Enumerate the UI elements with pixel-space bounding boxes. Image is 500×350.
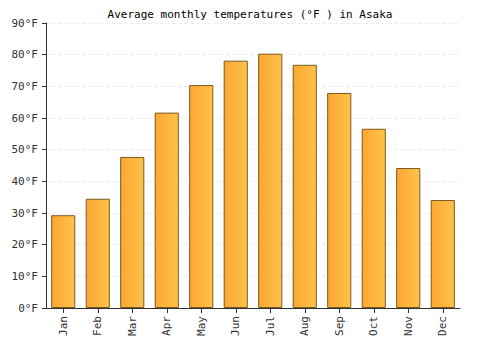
svg-text:Feb: Feb [91,316,104,336]
svg-text:Sep: Sep [333,316,346,336]
svg-text:Apr: Apr [160,316,173,336]
svg-text:20°F: 20°F [12,238,39,251]
svg-text:30°F: 30°F [12,207,39,220]
svg-text:50°F: 50°F [12,143,39,156]
svg-text:Dec: Dec [436,316,449,336]
svg-text:0°F: 0°F [18,302,38,315]
svg-text:Aug: Aug [298,316,311,336]
svg-text:40°F: 40°F [12,175,39,188]
svg-text:90°F: 90°F [12,17,39,30]
svg-text:Average monthly temperatures (: Average monthly temperatures (°F ) in As… [108,8,393,21]
svg-text:May: May [195,316,208,336]
svg-text:Nov: Nov [402,316,415,336]
svg-text:Jan: Jan [57,316,70,336]
svg-text:80°F: 80°F [12,48,39,61]
svg-text:Jul: Jul [264,316,277,336]
svg-text:Mar: Mar [126,316,139,336]
svg-text:Oct: Oct [367,316,380,336]
svg-text:60°F: 60°F [12,112,39,125]
svg-text:Jun: Jun [229,316,242,336]
svg-text:70°F: 70°F [12,80,39,93]
svg-text:10°F: 10°F [12,270,39,283]
